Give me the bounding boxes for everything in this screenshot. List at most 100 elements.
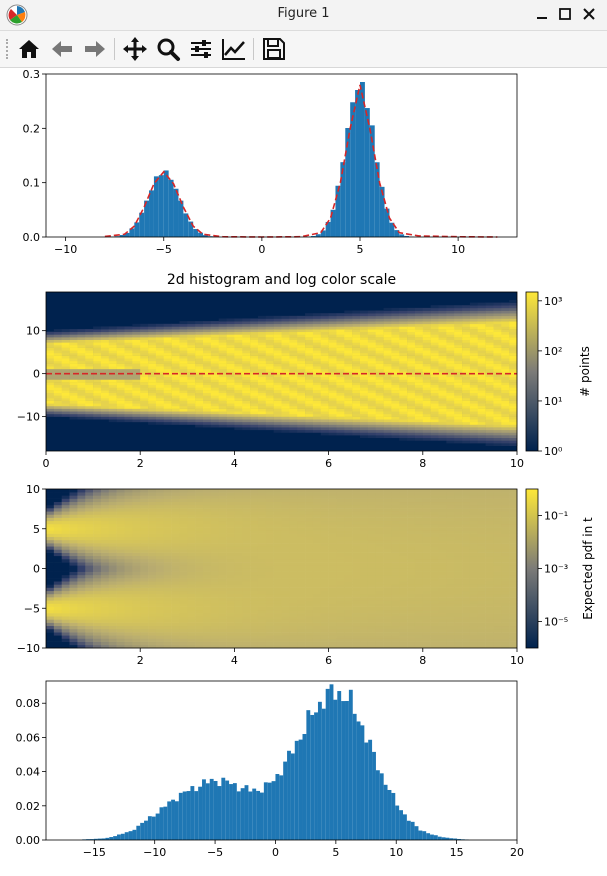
heatmap-cell <box>227 518 235 521</box>
heatmap-cell <box>140 626 148 629</box>
heatmap-cell <box>344 316 352 319</box>
heatmap-cell <box>219 387 227 390</box>
heatmap-cell <box>282 569 290 572</box>
heatmap-cell <box>148 514 156 517</box>
heatmap-cell <box>156 534 164 537</box>
heatmap-cell <box>446 324 454 327</box>
heatmap-cell <box>423 364 431 367</box>
heatmap-cell <box>250 559 258 562</box>
heatmap-cell <box>344 411 352 414</box>
heatmap-cell <box>431 395 439 398</box>
heatmap-cell <box>93 374 101 377</box>
heatmap-cell <box>93 584 101 587</box>
heatmap-cell <box>172 569 180 572</box>
heatmap-cell <box>282 575 290 578</box>
heatmap-cell <box>336 329 344 332</box>
heatmap-cell <box>117 629 125 632</box>
heatmap-cell <box>329 603 337 606</box>
heatmap-cell <box>117 537 125 540</box>
heatmap-cell <box>109 495 117 498</box>
heatmap-cell <box>101 377 109 380</box>
heatmap-cell <box>297 556 305 559</box>
heatmap-cell <box>70 543 78 546</box>
heatmap-cell <box>242 374 250 377</box>
heatmap-cell <box>376 632 384 635</box>
heatmap-cell <box>93 398 101 401</box>
maximize-icon[interactable] <box>554 3 576 25</box>
heatmap-cell <box>399 425 407 428</box>
heatmap-cell <box>117 530 125 533</box>
heatmap-cell <box>336 607 344 610</box>
heatmap-cell <box>289 543 297 546</box>
heatmap-cell <box>148 340 156 343</box>
heatmap-cell <box>446 353 454 356</box>
pan-move-icon[interactable] <box>121 35 149 63</box>
heatmap-cell <box>431 414 439 417</box>
heatmap-cell <box>329 543 337 546</box>
heatmap-cell <box>109 581 117 584</box>
heatmap-cell <box>172 511 180 514</box>
heatmap-cell <box>329 597 337 600</box>
heatmap-cell <box>242 521 250 524</box>
heatmap-cell <box>399 379 407 382</box>
heatmap-cell <box>211 361 219 364</box>
toolbar-grip[interactable] <box>6 39 11 59</box>
save-floppy-icon[interactable] <box>260 35 288 63</box>
heatmap-cell <box>203 340 211 343</box>
zoom-magnifier-icon[interactable] <box>154 35 182 63</box>
heatmap-cell <box>211 403 219 406</box>
heatmap-cell <box>329 600 337 603</box>
minimize-icon[interactable] <box>531 3 553 25</box>
heatmap-cell <box>179 569 187 572</box>
heatmap-cell <box>439 334 447 337</box>
heatmap-cell <box>274 642 282 645</box>
heatmap-cell <box>187 324 195 327</box>
heatmap-cell <box>329 502 337 505</box>
heatmap-cell <box>391 358 399 361</box>
heatmap-cell <box>384 345 392 348</box>
configure-subplots-icon[interactable] <box>187 35 215 63</box>
heatmap-cell <box>195 492 203 495</box>
heatmap-cell <box>195 588 203 591</box>
heatmap-cell <box>344 546 352 549</box>
heatmap-cell <box>313 610 321 613</box>
heatmap-cell <box>54 374 62 377</box>
heatmap-cell <box>368 578 376 581</box>
back-arrow-icon[interactable] <box>48 35 76 63</box>
heatmap-cell <box>211 603 219 606</box>
heatmap-cell <box>289 546 297 549</box>
heatmap-cell <box>384 553 392 556</box>
heatmap-cell <box>352 390 360 393</box>
heatmap-cell <box>423 411 431 414</box>
heatmap-cell <box>227 616 235 619</box>
heatmap-cell <box>242 403 250 406</box>
heatmap-cell <box>156 514 164 517</box>
edit-axis-icon[interactable] <box>220 35 248 63</box>
heatmap-cell <box>352 495 360 498</box>
close-icon[interactable] <box>578 3 600 25</box>
heatmap-cell <box>172 537 180 540</box>
heatmap-cell <box>454 393 462 396</box>
home-icon[interactable] <box>15 35 43 63</box>
heatmap-cell <box>470 348 478 351</box>
heatmap-cell <box>399 419 407 422</box>
heatmap-cell <box>282 603 290 606</box>
heatmap-cell <box>368 572 376 575</box>
heatmap-cell <box>242 492 250 495</box>
heatmap-cell <box>179 584 187 587</box>
heatmap-cell <box>376 435 384 438</box>
heatmap-cell <box>423 427 431 430</box>
forward-arrow-icon[interactable] <box>81 35 109 63</box>
heatmap-cell <box>109 603 117 606</box>
heatmap-cell <box>376 492 384 495</box>
heatmap-cell <box>446 374 454 377</box>
heatmap-cell <box>211 326 219 329</box>
heatmap-cell <box>109 382 117 385</box>
heatmap-cell <box>289 321 297 324</box>
heatmap-cell <box>446 385 454 388</box>
heatmap-cell <box>321 619 329 622</box>
heatmap-cell <box>62 377 70 380</box>
heatmap-cell <box>313 553 321 556</box>
heatmap-cell <box>344 340 352 343</box>
